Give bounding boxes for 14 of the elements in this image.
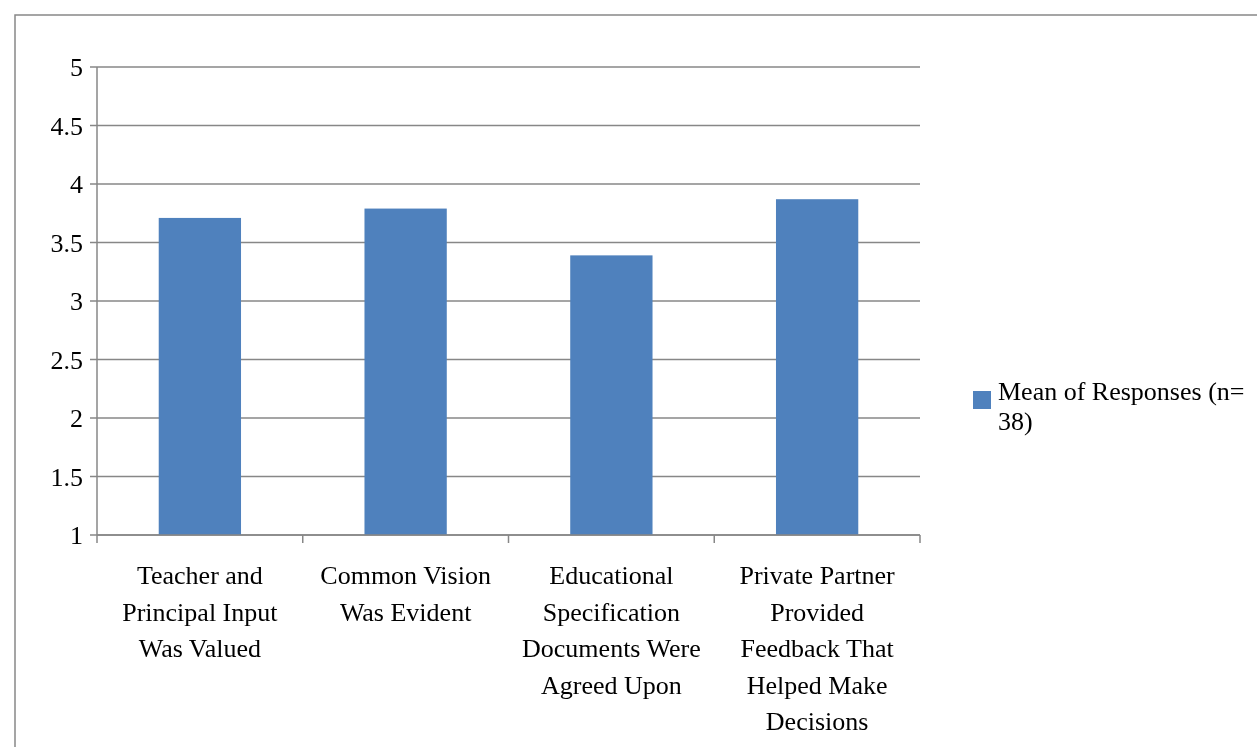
y-tick-label: 1 [70, 521, 83, 551]
x-tick-label: Common Vision Was Evident [320, 561, 491, 627]
x-tick-label: Teacher and Principal Input Was Valued [122, 561, 279, 663]
y-tick-label: 4 [70, 170, 83, 200]
x-tick-label: Educational Specification Documents Were Agreed Upon [522, 561, 701, 700]
y-tick-label: 2.5 [50, 345, 83, 375]
y-tick-label: 3.5 [50, 228, 83, 258]
x-tick-label: Private Partner Provided Feedback That Helped Make Decisions [739, 561, 896, 736]
y-tick-label: 3 [70, 287, 83, 317]
legend-label: Mean of Responses (n= 38) [998, 377, 1245, 436]
y-tick-label: 4.5 [50, 111, 83, 141]
y-tick-label: 5 [70, 53, 83, 83]
y-tick-label: 2 [70, 404, 83, 434]
y-tick-label: 1.5 [50, 462, 83, 492]
